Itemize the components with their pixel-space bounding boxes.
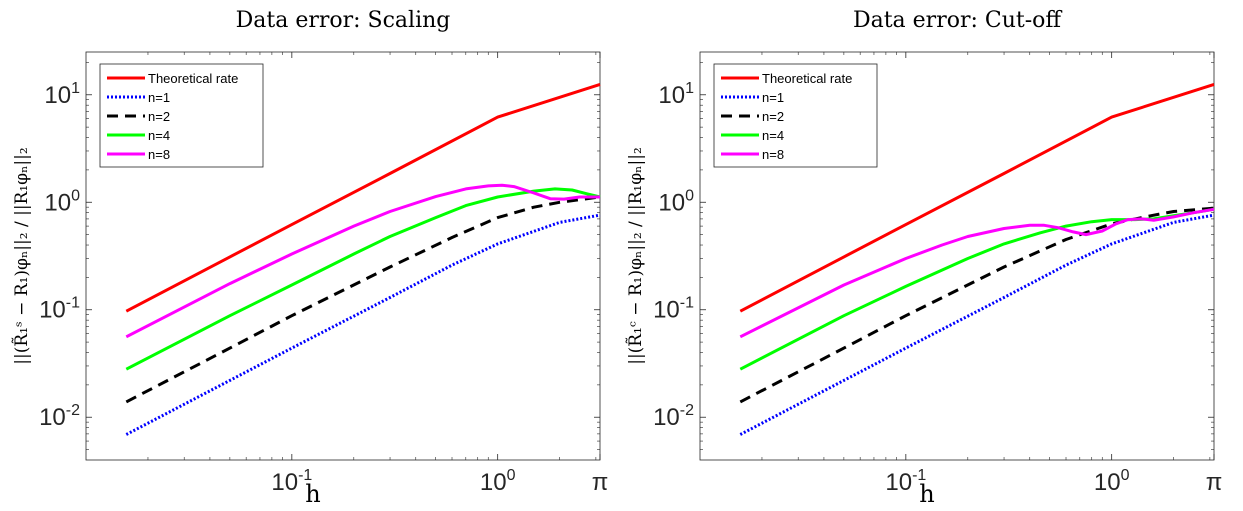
y-tick-exponent: -2 xyxy=(680,402,694,419)
y-tick-base: 10 xyxy=(39,297,66,324)
y-tick-base: 10 xyxy=(658,189,685,216)
legend-label: n=2 xyxy=(762,109,784,124)
y-tick-base: 10 xyxy=(44,189,71,216)
legend-label: n=2 xyxy=(148,109,170,124)
x-tick-label: 100 xyxy=(1094,467,1130,496)
x-tick-label: 100 xyxy=(480,467,516,496)
y-tick-exponent: -2 xyxy=(66,402,80,419)
x-tick-label: 10-1 xyxy=(271,467,312,496)
y-tick-exponent: -1 xyxy=(66,295,80,312)
y-tick-base: 10 xyxy=(44,82,71,109)
series-line-theoretical-rate xyxy=(125,82,601,313)
y-tick-label: 101 xyxy=(658,80,694,109)
x-tick-exponent: -1 xyxy=(912,467,926,484)
y-tick-label: 10-2 xyxy=(653,402,694,431)
x-tick-exponent: 0 xyxy=(507,467,516,484)
series-line-n-1 xyxy=(739,213,1215,436)
legend-label: n=4 xyxy=(762,128,784,143)
x-tick-base: π xyxy=(1206,469,1223,496)
y-tick-label: 10-1 xyxy=(39,295,80,324)
x-axis-label: h xyxy=(305,480,320,508)
x-tick-label: 10-1 xyxy=(885,467,926,496)
legend-label: Theoretical rate xyxy=(762,71,852,86)
y-tick-exponent: 1 xyxy=(71,80,80,97)
series-line-n-1 xyxy=(125,213,601,436)
legend-label: n=8 xyxy=(762,147,784,162)
legend-label: n=8 xyxy=(148,147,170,162)
y-tick-label: 10-1 xyxy=(653,295,694,324)
x-tick-label: π xyxy=(592,469,609,496)
series-line-n-4 xyxy=(125,187,601,371)
x-tick-label: π xyxy=(1206,469,1223,496)
x-tick-exponent: -1 xyxy=(298,467,312,484)
series-line-theoretical-rate xyxy=(739,82,1215,313)
x-axis-label: h xyxy=(919,480,934,508)
x-tick-base: 10 xyxy=(271,469,298,496)
y-axis-label: ||(R̃₁ᶜ − R₁)φₙ||₂ / ||R₁φₙ||₂ xyxy=(626,147,646,365)
legend-label: n=4 xyxy=(148,128,170,143)
chart-title: Data error: Cut-off xyxy=(853,8,1062,33)
x-tick-base: 10 xyxy=(480,469,507,496)
legend-label: Theoretical rate xyxy=(148,71,238,86)
y-tick-base: 10 xyxy=(39,404,66,431)
legend-label: n=1 xyxy=(762,90,784,105)
x-tick-exponent: 0 xyxy=(1121,467,1130,484)
x-tick-base: π xyxy=(592,469,609,496)
y-tick-exponent: 0 xyxy=(685,187,694,204)
chart-title: Data error: Scaling xyxy=(236,8,451,33)
y-tick-label: 101 xyxy=(44,80,80,109)
y-tick-exponent: 0 xyxy=(71,187,80,204)
series-line-n-8 xyxy=(125,183,600,339)
series-line-n-2 xyxy=(125,195,601,404)
legend-label: n=1 xyxy=(148,90,170,105)
y-tick-base: 10 xyxy=(653,297,680,324)
y-tick-label: 100 xyxy=(44,187,80,216)
series-line-n-2 xyxy=(739,206,1215,404)
y-tick-label: 100 xyxy=(658,187,694,216)
y-axis-label: ||(R̃₁ˢ − R₁)φₙ||₂ / ||R₁φₙ||₂ xyxy=(12,147,32,364)
y-tick-base: 10 xyxy=(658,82,685,109)
y-tick-exponent: 1 xyxy=(685,80,694,97)
x-tick-base: 10 xyxy=(1094,469,1121,496)
y-tick-exponent: -1 xyxy=(680,295,694,312)
x-tick-base: 10 xyxy=(885,469,912,496)
y-tick-base: 10 xyxy=(653,404,680,431)
series-line-n-8 xyxy=(739,207,1215,339)
y-tick-label: 10-2 xyxy=(39,402,80,431)
